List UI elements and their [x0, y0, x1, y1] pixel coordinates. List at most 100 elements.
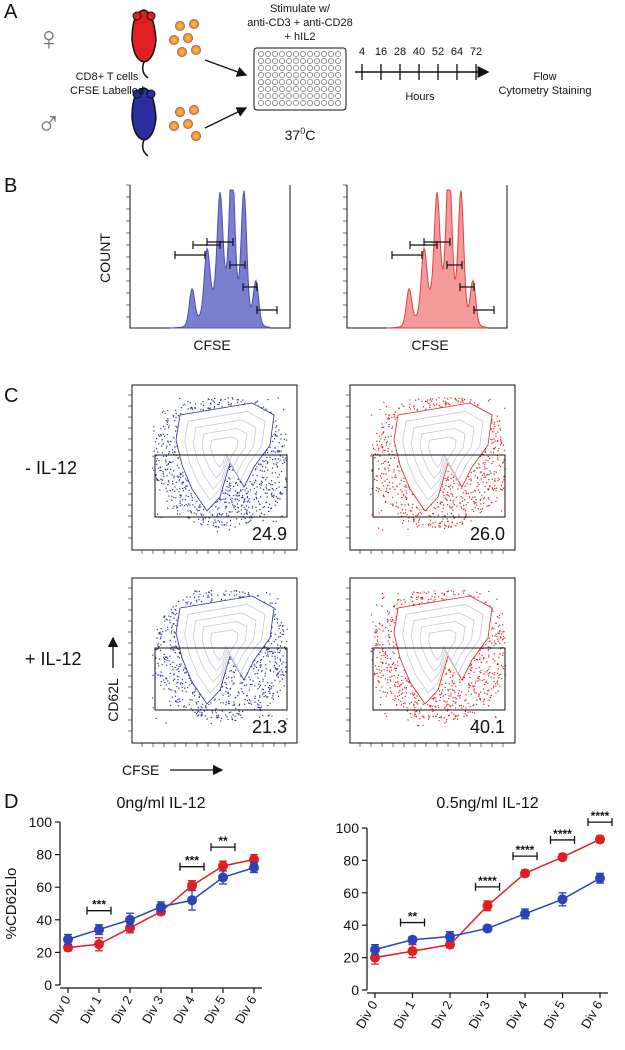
- event: [275, 458, 276, 459]
- event: [207, 407, 208, 408]
- event: [215, 699, 216, 700]
- event: [470, 492, 471, 493]
- event: [441, 692, 442, 693]
- event: [493, 659, 494, 660]
- event: [216, 715, 217, 716]
- event: [175, 497, 176, 498]
- event: [179, 664, 180, 665]
- point: [218, 861, 228, 871]
- event: [419, 711, 420, 712]
- event: [484, 474, 485, 475]
- event: [228, 701, 229, 702]
- event: [406, 514, 407, 515]
- event: [395, 411, 396, 412]
- event: [405, 512, 406, 513]
- event: [374, 673, 375, 674]
- event: [396, 604, 397, 605]
- event: [233, 671, 234, 672]
- event: [172, 669, 173, 670]
- event: [277, 502, 278, 503]
- event: [425, 409, 426, 410]
- event: [391, 621, 392, 622]
- event: [401, 694, 402, 695]
- event: [158, 643, 159, 644]
- event: [250, 700, 251, 701]
- event: [385, 461, 386, 462]
- event: [264, 506, 265, 507]
- event: [398, 470, 399, 471]
- event: [388, 418, 389, 419]
- event: [236, 518, 237, 519]
- event: [495, 683, 496, 684]
- event: [197, 510, 198, 511]
- event: [238, 399, 239, 400]
- event: [489, 505, 490, 506]
- event: [497, 633, 498, 634]
- event: [230, 466, 231, 467]
- event: [226, 684, 227, 685]
- event: [463, 706, 464, 707]
- event: [279, 442, 280, 443]
- event: [406, 687, 407, 688]
- event: [276, 496, 277, 497]
- event: [450, 489, 451, 490]
- event: [475, 490, 476, 491]
- event: [447, 701, 448, 702]
- event: [494, 672, 495, 673]
- event: [404, 687, 405, 688]
- event: [277, 622, 278, 623]
- event: [375, 625, 376, 626]
- event: [257, 475, 258, 476]
- event: [167, 484, 168, 485]
- event: [491, 688, 492, 689]
- event: [269, 693, 270, 694]
- event: [171, 631, 172, 632]
- event: [178, 705, 179, 706]
- event: [248, 592, 249, 593]
- gate-value: 21.3: [252, 717, 287, 737]
- event: [417, 592, 418, 593]
- event: [271, 635, 272, 636]
- event: [371, 454, 372, 455]
- event: [218, 520, 219, 521]
- event: [153, 707, 154, 708]
- event: [376, 673, 377, 674]
- event: [498, 448, 499, 449]
- event: [174, 506, 175, 507]
- event: [255, 507, 256, 508]
- event: [275, 614, 276, 615]
- event: [265, 695, 266, 696]
- event: [170, 644, 171, 645]
- event: [427, 601, 428, 602]
- event: [456, 715, 457, 716]
- event: [392, 619, 393, 620]
- panel-label: B: [4, 175, 17, 197]
- event: [280, 645, 281, 646]
- event: [283, 409, 284, 410]
- timeline-ticks: 4162840526472: [359, 46, 482, 80]
- event: [273, 685, 274, 686]
- event: [415, 515, 416, 516]
- timepoint: 28: [394, 46, 406, 58]
- event: [225, 506, 226, 507]
- event: [501, 489, 502, 490]
- event: [179, 698, 180, 699]
- event: [246, 505, 247, 506]
- event: [478, 693, 479, 694]
- event: [272, 468, 273, 469]
- event: [473, 491, 474, 492]
- event: [210, 702, 211, 703]
- event: [200, 513, 201, 514]
- event: [412, 601, 413, 602]
- event: [377, 639, 378, 640]
- event: [444, 706, 445, 707]
- event: [177, 676, 178, 677]
- event: [382, 649, 383, 650]
- event: [271, 697, 272, 698]
- event: [167, 420, 168, 421]
- event: [484, 684, 485, 685]
- event: [285, 667, 286, 668]
- event: [381, 427, 382, 428]
- event: [435, 697, 436, 698]
- event: [219, 699, 220, 700]
